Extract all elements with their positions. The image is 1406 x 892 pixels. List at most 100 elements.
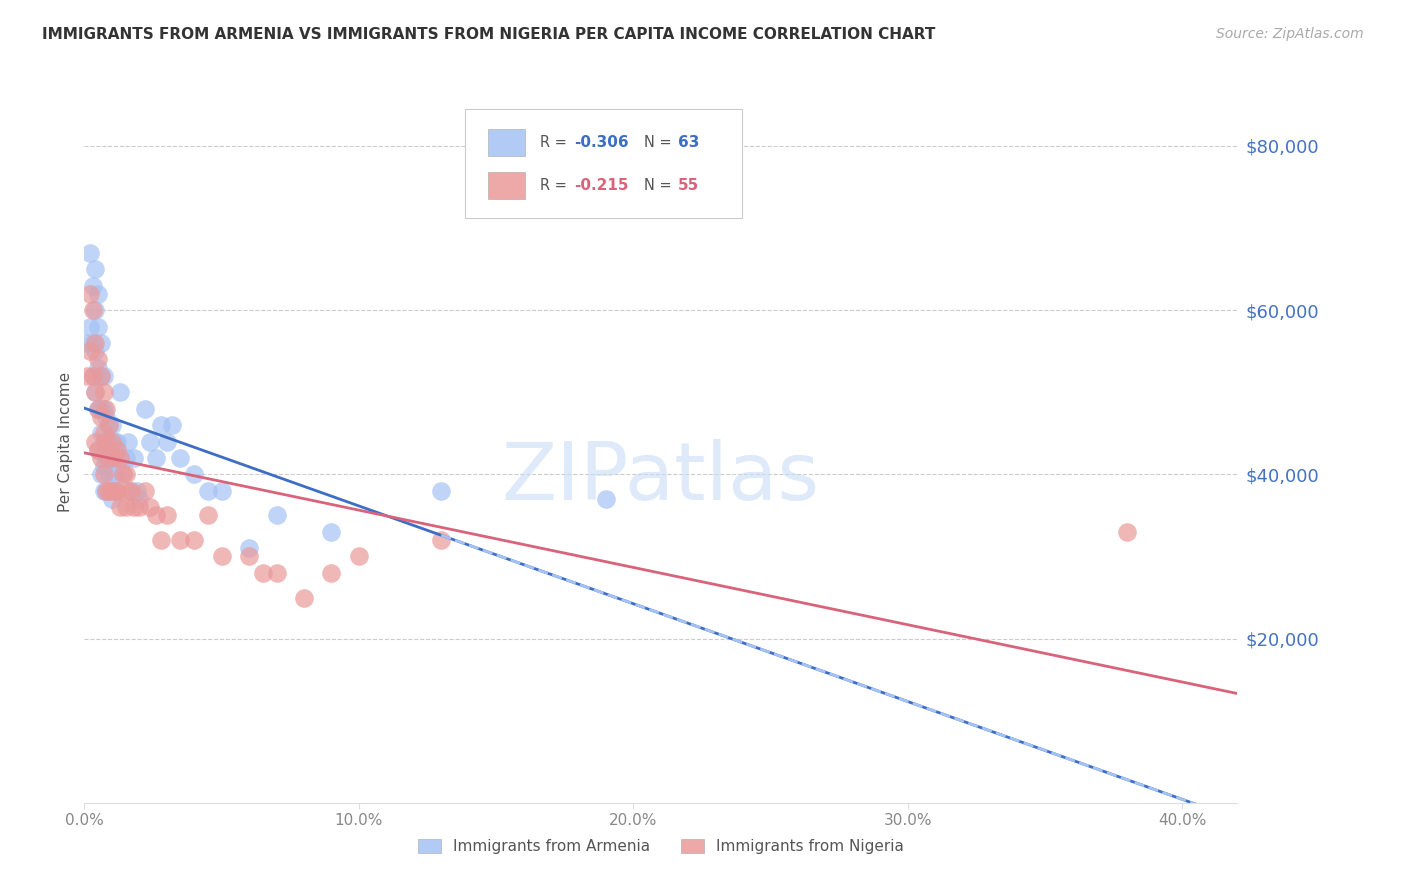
Point	[76, 336, 98, 351]
Point	[90, 426, 112, 441]
Point	[93, 459, 115, 474]
Text: -0.306: -0.306	[575, 135, 628, 150]
Point	[90, 450, 112, 465]
Point	[84, 303, 107, 318]
Point	[183, 533, 205, 547]
Point	[156, 434, 179, 449]
Point	[82, 368, 104, 383]
Point	[93, 467, 115, 482]
Point	[111, 467, 134, 482]
Point	[114, 500, 136, 515]
Point	[84, 344, 107, 359]
Point	[211, 483, 233, 498]
Point	[430, 533, 453, 547]
Y-axis label: Per Capita Income: Per Capita Income	[58, 371, 73, 512]
Point	[108, 450, 131, 465]
Point	[111, 467, 134, 482]
Point	[84, 434, 107, 449]
Point	[169, 450, 191, 465]
Point	[139, 434, 162, 449]
Point	[120, 483, 142, 498]
Point	[266, 508, 288, 523]
Point	[128, 500, 150, 515]
Point	[93, 401, 115, 416]
Point	[96, 434, 118, 449]
Point	[90, 467, 112, 482]
Text: Source: ZipAtlas.com: Source: ZipAtlas.com	[1216, 27, 1364, 41]
Point	[105, 483, 128, 498]
Point	[103, 434, 125, 449]
Point	[101, 418, 124, 433]
Point	[87, 286, 110, 301]
Point	[98, 434, 121, 449]
Point	[79, 344, 101, 359]
Point	[321, 524, 343, 539]
Point	[145, 508, 167, 523]
Text: 63: 63	[678, 135, 700, 150]
Point	[105, 483, 128, 498]
Point	[87, 401, 110, 416]
Point	[79, 245, 101, 260]
Point	[98, 467, 121, 482]
Point	[347, 549, 370, 564]
Point	[1116, 524, 1139, 539]
Point	[90, 368, 112, 383]
Point	[108, 500, 131, 515]
Point	[79, 319, 101, 334]
Point	[197, 483, 219, 498]
Point	[93, 434, 115, 449]
Point	[103, 467, 125, 482]
Point	[150, 533, 173, 547]
Point	[101, 434, 124, 449]
Point	[84, 336, 107, 351]
Point	[76, 368, 98, 383]
Point	[197, 508, 219, 523]
Point	[183, 467, 205, 482]
Point	[169, 533, 191, 547]
Point	[87, 360, 110, 375]
Point	[90, 401, 112, 416]
Point	[93, 385, 115, 400]
Point	[87, 442, 110, 457]
Point	[93, 368, 115, 383]
Text: ZIPatlas: ZIPatlas	[502, 439, 820, 516]
Point	[82, 368, 104, 383]
Point	[90, 368, 112, 383]
Point	[93, 483, 115, 498]
Point	[82, 336, 104, 351]
Point	[108, 450, 131, 465]
Point	[105, 442, 128, 457]
Point	[238, 549, 260, 564]
Point	[103, 450, 125, 465]
Point	[87, 401, 110, 416]
Point	[90, 336, 112, 351]
Point	[84, 385, 107, 400]
Point	[114, 467, 136, 482]
Point	[292, 591, 315, 605]
Point	[321, 566, 343, 580]
Bar	[488, 172, 524, 200]
Point	[84, 385, 107, 400]
Point	[125, 483, 148, 498]
Point	[211, 549, 233, 564]
Text: R =: R =	[540, 135, 571, 150]
Point	[134, 483, 156, 498]
Point	[117, 483, 139, 498]
Point	[84, 262, 107, 277]
Point	[117, 434, 139, 449]
Point	[90, 409, 112, 424]
Point	[105, 434, 128, 449]
Point	[595, 491, 617, 506]
Text: N =: N =	[644, 135, 676, 150]
Point	[101, 450, 124, 465]
Bar	[488, 128, 524, 156]
Point	[96, 401, 118, 416]
Point	[96, 450, 118, 465]
Point	[266, 566, 288, 580]
Point	[139, 500, 162, 515]
Text: IMMIGRANTS FROM ARMENIA VS IMMIGRANTS FROM NIGERIA PER CAPITA INCOME CORRELATION: IMMIGRANTS FROM ARMENIA VS IMMIGRANTS FR…	[42, 27, 935, 42]
Point	[93, 426, 115, 441]
Point	[82, 278, 104, 293]
Text: R =: R =	[540, 178, 571, 194]
Text: N =: N =	[644, 178, 676, 194]
